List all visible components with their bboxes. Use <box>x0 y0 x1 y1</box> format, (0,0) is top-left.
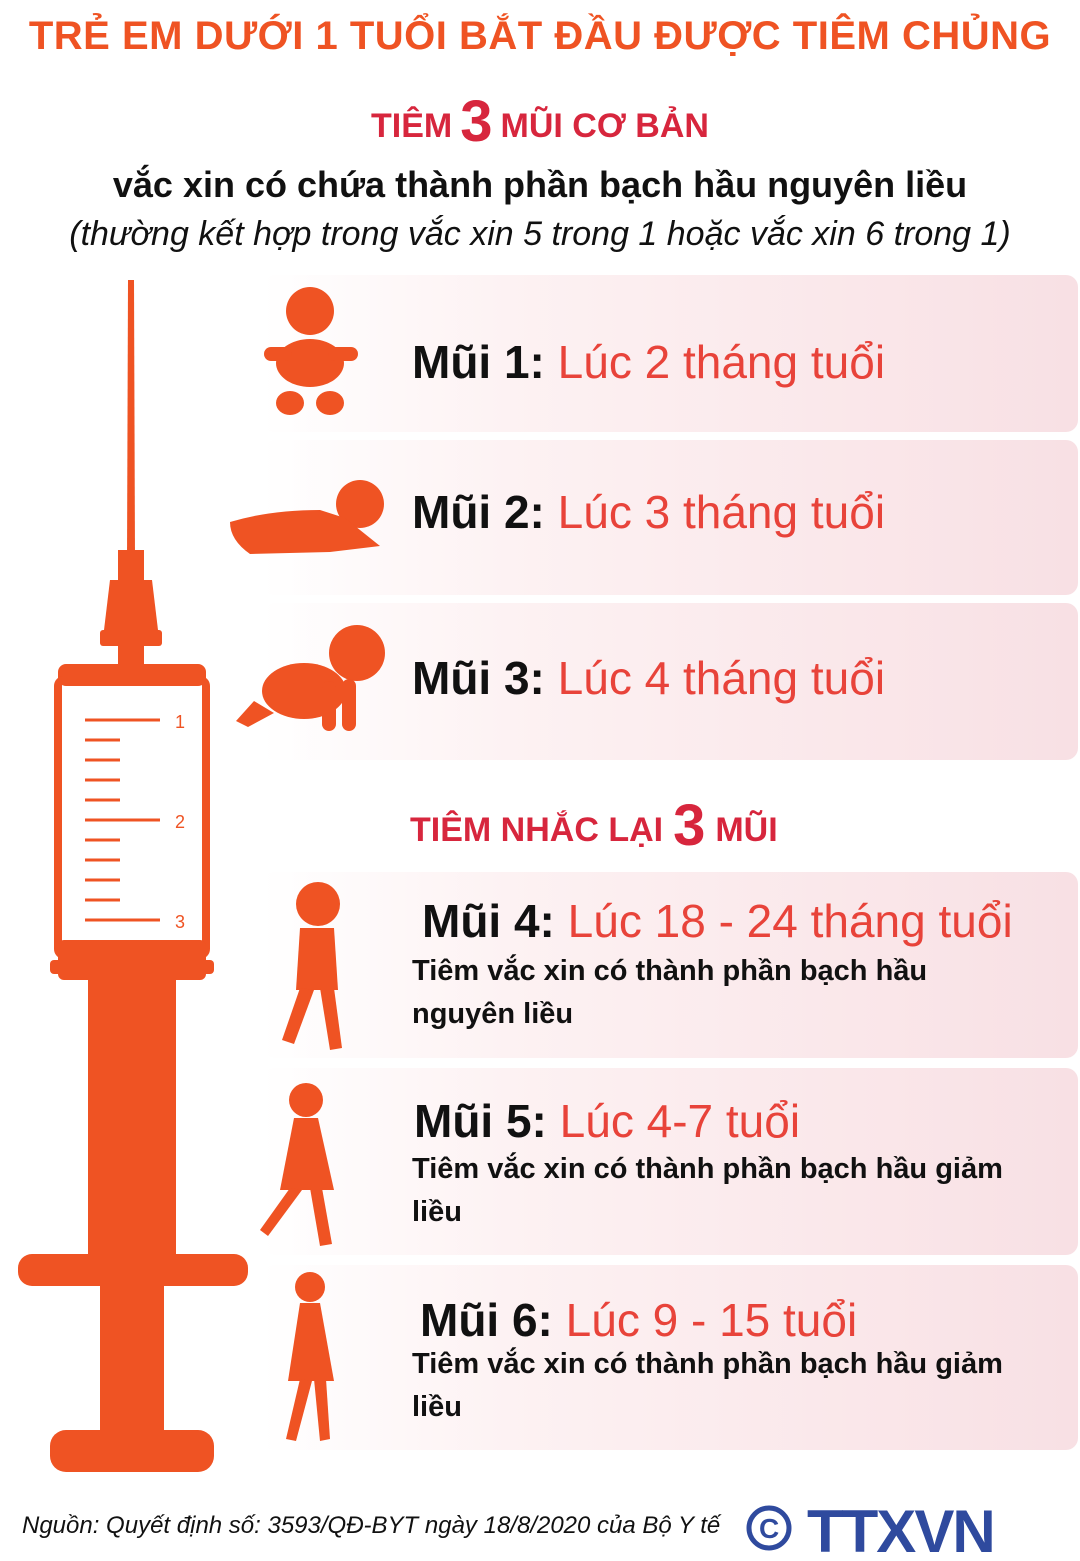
dose-note: Tiêm vắc xin có thành phần bạch hầu nguy… <box>412 955 928 1030</box>
primary-heading: TIÊM 3 MŨI CƠ BẢN <box>0 88 1080 155</box>
svg-text:C: C <box>759 1513 779 1544</box>
syringe-mark: 1 <box>175 712 185 732</box>
dose-note: Tiêm vắc xin có thành phần bạch hầu giảm… <box>412 1348 1003 1423</box>
dose-age: Lúc 4-7 tuổi <box>559 1095 801 1147</box>
dose-age: Lúc 3 tháng tuổi <box>557 486 886 538</box>
dose-label: Mũi 6: <box>420 1294 553 1346</box>
dose-label: Mũi 2: <box>412 486 545 538</box>
heading-prefix: TIÊM NHẮC LẠI <box>410 811 664 849</box>
booster-heading: TIÊM NHẮC LẠI 3 MŨI <box>410 792 778 859</box>
booster-card: Mũi 4: Lúc 18 - 24 tháng tuổi Tiêm vắc x… <box>262 872 1078 1058</box>
dose-age: Lúc 2 tháng tuổi <box>557 336 886 388</box>
dose-label: Mũi 5: <box>414 1095 547 1147</box>
heading-number: 3 <box>460 89 493 154</box>
dose-label: Mũi 3: <box>412 652 545 704</box>
dose-label: Mũi 1: <box>412 336 545 388</box>
ttxvn-logo: C TTXVN <box>745 1498 1035 1561</box>
syringe-illustration: 1 2 3 <box>18 280 248 1472</box>
booster-card: Mũi 5: Lúc 4-7 tuổi Tiêm vắc xin có thàn… <box>260 1068 1078 1255</box>
description-note: (thường kết hợp trong vắc xin 5 trong 1 … <box>69 215 1011 253</box>
sitting-baby-icon <box>264 287 358 415</box>
heading-prefix: TIÊM <box>371 107 453 145</box>
dose-age: Lúc 9 - 15 tuổi <box>565 1294 858 1346</box>
heading-number: 3 <box>673 793 706 858</box>
dose-age: Lúc 4 tháng tuổi <box>557 652 886 704</box>
svg-text:TTXVN: TTXVN <box>807 1500 994 1556</box>
booster-card: Mũi 6: Lúc 9 - 15 tuổi Tiêm vắc xin có t… <box>262 1265 1078 1450</box>
toddler-icon <box>282 882 342 1050</box>
source-note: Nguồn: Quyết định số: 3593/QĐ-BYT ngày 1… <box>22 1512 721 1539</box>
dose-card: Mũi 3: Lúc 4 tháng tuổi <box>236 603 1078 760</box>
description: vắc xin có chứa thành phần bạch hầu nguy… <box>112 164 968 205</box>
syringe-mark: 3 <box>175 912 185 932</box>
copyright-icon <box>746 1505 792 1551</box>
heading-suffix: MŨI CƠ BẢN <box>500 107 709 145</box>
syringe-mark: 2 <box>175 812 185 832</box>
dose-note: Tiêm vắc xin có thành phần bạch hầu giảm… <box>412 1153 1003 1228</box>
dose-age: Lúc 18 - 24 tháng tuổi <box>567 895 1013 947</box>
girl-walking-icon <box>286 1272 334 1441</box>
crawling-baby-icon <box>236 625 385 731</box>
dose-card: Mũi 2: Lúc 3 tháng tuổi <box>230 440 1078 595</box>
dose-label: Mũi 4: <box>422 895 555 947</box>
girl-running-icon <box>260 1083 334 1246</box>
lying-baby-icon <box>230 480 384 554</box>
page-title: TRẺ EM DƯỚI 1 TUỔI BẮT ĐẦU ĐƯỢC TIÊM CHỦ… <box>28 14 1052 58</box>
heading-suffix: MŨI <box>715 811 778 849</box>
dose-card: Mũi 1: Lúc 2 tháng tuổi <box>262 275 1078 432</box>
